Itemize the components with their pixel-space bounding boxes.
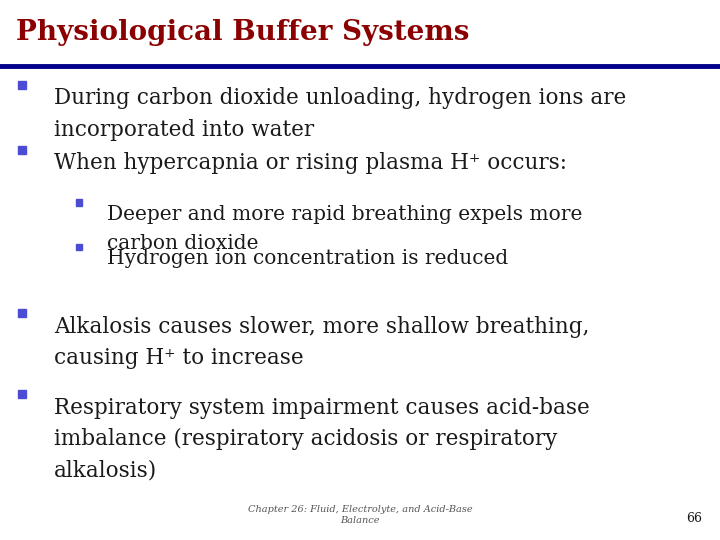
Text: During carbon dioxide unloading, hydrogen ions are: During carbon dioxide unloading, hydroge…: [54, 87, 626, 110]
FancyBboxPatch shape: [18, 146, 26, 153]
Text: causing H⁺ to increase: causing H⁺ to increase: [54, 347, 304, 369]
Text: alkalosis): alkalosis): [54, 460, 157, 482]
FancyBboxPatch shape: [76, 199, 82, 206]
FancyBboxPatch shape: [18, 309, 26, 317]
Text: imbalance (respiratory acidosis or respiratory: imbalance (respiratory acidosis or respi…: [54, 428, 557, 450]
FancyBboxPatch shape: [18, 390, 26, 398]
Text: When hypercapnia or rising plasma H⁺ occurs:: When hypercapnia or rising plasma H⁺ occ…: [54, 152, 567, 174]
Text: carbon dioxide: carbon dioxide: [107, 234, 258, 253]
Text: Respiratory system impairment causes acid-base: Respiratory system impairment causes aci…: [54, 397, 590, 419]
Text: 66: 66: [686, 512, 702, 525]
Text: Chapter 26: Fluid, Electrolyte, and Acid-Base
Balance: Chapter 26: Fluid, Electrolyte, and Acid…: [248, 505, 472, 525]
Text: Deeper and more rapid breathing expels more: Deeper and more rapid breathing expels m…: [107, 205, 582, 224]
FancyBboxPatch shape: [76, 244, 82, 250]
Text: Hydrogen ion concentration is reduced: Hydrogen ion concentration is reduced: [107, 249, 508, 268]
Text: Physiological Buffer Systems: Physiological Buffer Systems: [16, 19, 469, 46]
Text: incorporated into water: incorporated into water: [54, 119, 314, 141]
FancyBboxPatch shape: [18, 81, 26, 89]
Text: Alkalosis causes slower, more shallow breathing,: Alkalosis causes slower, more shallow br…: [54, 316, 590, 338]
